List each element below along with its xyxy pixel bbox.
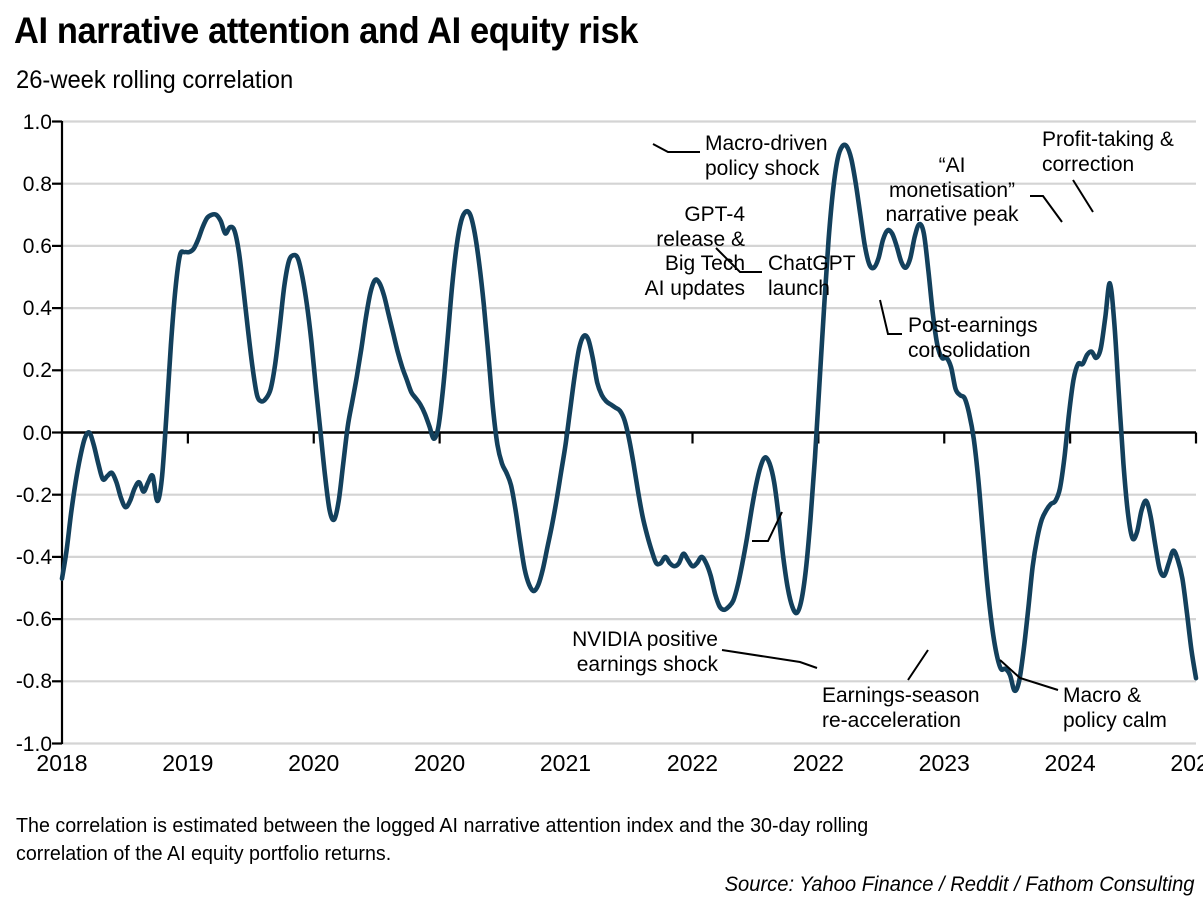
- x-axis-label: 2022: [792, 750, 844, 776]
- annotation-ai-monetisation-narrative-peak: “AI monetisation” narrative peak: [885, 154, 1019, 227]
- footnote-line-2: correlation of the AI equity portfolio r…: [16, 841, 392, 865]
- page-title: AI narrative attention and AI equity ris…: [14, 10, 639, 51]
- annotation-macro-policy-calm: Macro & policy calm: [1063, 684, 1167, 732]
- leader-line-macro-driven-policy-shock: [652, 143, 700, 153]
- annotation-macro-driven-policy-shock: Macro-driven policy shock: [705, 132, 828, 180]
- y-axis-label: 0.4: [22, 297, 52, 321]
- x-axis-ticks: [186, 432, 1198, 444]
- leader-line-ai-monetisation-narrative-peak: [1030, 195, 1063, 223]
- x-axis-label: 2023: [918, 750, 970, 776]
- line-chart: [52, 120, 1199, 745]
- source-note: Source: Yahoo Finance / Reddit / Fathom …: [725, 873, 1195, 896]
- x-axis-label: 2020: [288, 750, 340, 776]
- x-axis-label: 2024: [1044, 750, 1096, 776]
- y-axis-label: -0.2: [15, 483, 52, 507]
- x-axis-label: 2022: [666, 750, 719, 776]
- y-axis-label: -0.6: [15, 608, 52, 632]
- annotation-gpt4-release: GPT-4 release & Big Tech AI updates: [644, 203, 745, 300]
- leader-line-earnings-season-re-acceleration: [907, 649, 929, 681]
- leader-line-gpt4-release: [752, 511, 783, 542]
- series-line: [59, 142, 1199, 694]
- y-axis-label: 1.0: [22, 110, 52, 134]
- leader-line-post-earnings-consolidation: [879, 299, 902, 335]
- y-axis-label: 0.6: [22, 234, 52, 258]
- leader-line-chatgpt-launch: [715, 247, 762, 273]
- x-axis-label: 2021: [539, 750, 592, 776]
- y-axis-ticks: [52, 120, 62, 745]
- page-subtitle: 26-week rolling correlation: [16, 66, 294, 94]
- annotation-post-earnings-consolidation: Post-earnings consolidation: [908, 314, 1038, 362]
- footnote: The correlation is estimated between the…: [16, 812, 1139, 867]
- footnote-line-1: The correlation is estimated between the…: [16, 814, 869, 837]
- x-axis-label: 2025: [1170, 750, 1203, 776]
- annotation-chatgpt-launch: ChatGPT launch: [768, 252, 856, 300]
- x-axis-label: 2020: [414, 750, 466, 776]
- annotation-profit-taking-correction: Profit-taking & correction: [1042, 128, 1174, 176]
- x-axis-label: 2018: [36, 750, 88, 776]
- annotation-nvidia-positive-earnings-shock: NVIDIA positive earnings shock: [572, 628, 718, 676]
- y-axis-label: -0.4: [15, 545, 52, 569]
- y-axis-label: 0.0: [22, 421, 52, 445]
- leader-line-nvidia-positive-earnings-shock: [721, 649, 818, 669]
- y-axis-label: -1.0: [15, 732, 52, 756]
- leader-line-profit-taking-correction: [1072, 179, 1094, 213]
- x-axis-label: 2019: [162, 750, 214, 776]
- y-axis-label: -0.8: [15, 670, 52, 694]
- y-axis-label: 0.2: [22, 359, 52, 383]
- y-axis-label: 0.8: [22, 172, 52, 196]
- leader-line-macro-policy-calm: [999, 659, 1059, 691]
- annotation-leader-lines: [652, 143, 1094, 691]
- annotation-earnings-season-re-acceleration: Earnings-season re-acceleration: [822, 684, 980, 732]
